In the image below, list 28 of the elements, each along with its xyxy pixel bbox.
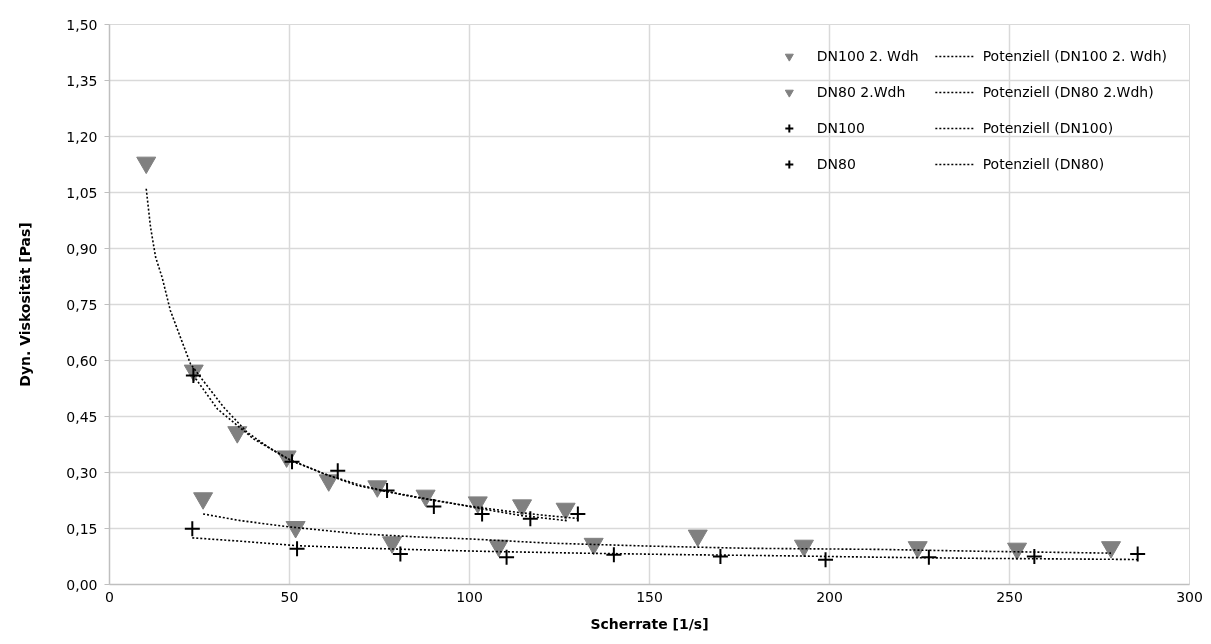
legend-label: DN100	[816, 119, 865, 138]
x-tick-label: 100	[456, 588, 483, 605]
legend-label: Potenziell (DN100 2. Wdh)	[982, 47, 1167, 66]
x-tick-label: 0	[105, 588, 114, 605]
x-axis-title: Scherrate [1/s]	[590, 615, 709, 632]
x-tick-label: 200	[816, 588, 843, 605]
y-tick-label: 1,50	[66, 16, 98, 33]
legend-label: Potenziell (DN80)	[982, 155, 1105, 174]
x-tick-label: 150	[636, 588, 663, 605]
y-axis-title: Dyn. Viskosität [Pas]	[17, 222, 34, 387]
y-tick-label: 0,15	[66, 520, 98, 537]
legend-label: DN80	[816, 155, 856, 174]
legend-label: Potenziell (DN100)	[982, 119, 1114, 138]
legend-label: Potenziell (DN80 2.Wdh)	[982, 83, 1154, 102]
legend-label: DN100 2. Wdh	[816, 47, 919, 66]
y-tick-label: 0,90	[66, 240, 98, 257]
y-tick-label: 1,35	[66, 72, 98, 89]
x-tick-label: 50	[280, 588, 299, 605]
y-tick-label: 0,30	[66, 464, 98, 481]
y-tick-label: 1,05	[66, 184, 98, 201]
y-tick-label: 0,45	[66, 408, 98, 425]
legend-label: DN80 2.Wdh	[816, 83, 906, 102]
x-tick-label: 300	[1176, 588, 1203, 605]
y-tick-label: 0,75	[66, 296, 98, 313]
y-tick-label: 1,20	[66, 128, 98, 145]
x-tick-label: 250	[996, 588, 1023, 605]
y-tick-label: 0,00	[66, 576, 98, 593]
y-tick-label: 0,60	[66, 352, 98, 369]
